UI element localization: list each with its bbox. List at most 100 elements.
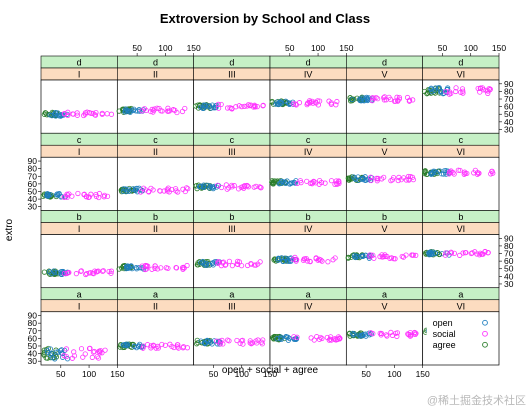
strip-school-label: a — [458, 289, 463, 299]
point-social — [334, 98, 340, 105]
point-open — [280, 258, 287, 264]
point-social — [387, 96, 394, 102]
point-social — [233, 104, 239, 110]
y-tick-label-right: 90 — [504, 233, 514, 243]
point-social — [480, 87, 486, 93]
point-social — [143, 266, 150, 272]
panel-box — [193, 311, 271, 366]
point-social — [216, 105, 222, 111]
point-open — [351, 331, 357, 337]
point-social — [388, 255, 395, 261]
point-social — [99, 110, 105, 116]
point-social — [251, 184, 257, 190]
point-social — [229, 106, 235, 112]
point-social — [175, 189, 181, 195]
point-social — [316, 336, 323, 342]
x-tick-label-top: 50 — [438, 43, 448, 53]
point-social — [448, 250, 455, 256]
point-social — [88, 270, 94, 276]
panel-box — [40, 234, 118, 289]
point-social — [378, 330, 385, 337]
x-tick-label-top: 100 — [311, 43, 325, 53]
x-tick-label-top: 150 — [339, 43, 353, 53]
legend-marker-open — [482, 319, 488, 326]
strip-school-label: c — [153, 135, 158, 145]
point-open — [291, 179, 297, 185]
x-tick-label-bottom: 50 — [56, 369, 66, 379]
point-social — [460, 250, 466, 256]
point-open — [58, 112, 64, 118]
point-open — [47, 191, 53, 198]
point-social — [138, 189, 144, 195]
point-social — [150, 109, 156, 115]
point-social — [161, 188, 167, 194]
watermark-text: @稀土掘金技术社区 — [427, 393, 526, 407]
point-open — [120, 188, 127, 195]
point-social — [396, 96, 402, 102]
point-agree — [41, 352, 47, 358]
point-social — [374, 178, 380, 184]
strip-class-label: VI — [457, 70, 466, 80]
strip-class-label: V — [381, 70, 387, 80]
point-social — [215, 182, 221, 188]
point-open — [359, 332, 366, 339]
point-agree — [44, 355, 51, 361]
point-social — [318, 257, 324, 263]
point-social — [394, 330, 401, 336]
point-open — [277, 99, 284, 105]
point-social — [80, 354, 86, 360]
point-open — [52, 109, 59, 116]
x-tick-label-bottom: 100 — [387, 369, 401, 379]
strip-class-label: II — [153, 70, 158, 80]
y-tick-label-left: 80 — [28, 318, 38, 328]
point-open — [124, 341, 130, 347]
strip-class-label: V — [381, 224, 387, 234]
y-tick-label-right: 40 — [504, 271, 514, 281]
point-open — [358, 253, 365, 259]
point-social — [469, 250, 475, 256]
point-social — [91, 348, 97, 355]
point-agree — [44, 112, 50, 118]
point-social — [108, 268, 115, 274]
point-social — [69, 355, 75, 361]
point-agree — [41, 269, 47, 275]
strip-school-label: c — [230, 135, 235, 145]
y-tick-label-right: 60 — [504, 102, 514, 112]
x-tick-label-top: 150 — [492, 43, 506, 53]
point-social — [159, 341, 165, 348]
point-social — [475, 85, 481, 92]
y-tick-label-left: 30 — [28, 356, 38, 366]
legend-label-open: open — [433, 318, 453, 328]
point-social — [63, 346, 69, 352]
point-open — [429, 89, 435, 95]
point-social — [63, 353, 70, 360]
point-open — [123, 266, 129, 272]
strip-school-label: c — [306, 135, 311, 145]
point-social — [166, 108, 173, 114]
point-social — [155, 345, 161, 351]
point-social — [78, 268, 84, 274]
point-social — [258, 185, 264, 191]
point-social — [396, 94, 402, 101]
strip-class-label: I — [78, 224, 81, 234]
strip-class-label: IV — [304, 147, 313, 157]
point-social — [81, 112, 87, 119]
point-social — [220, 260, 226, 266]
point-agree — [421, 171, 428, 177]
y-tick-label-left: 50 — [28, 341, 38, 351]
point-social — [319, 335, 325, 342]
y-tick-label-right: 30 — [504, 279, 514, 289]
point-open — [53, 192, 60, 198]
point-social — [173, 265, 180, 271]
point-social — [373, 175, 380, 181]
point-agree — [421, 88, 428, 95]
point-social — [478, 251, 485, 257]
point-social — [152, 265, 158, 271]
point-social — [334, 180, 340, 186]
point-social — [488, 171, 494, 177]
point-social — [75, 190, 81, 197]
panel-box — [422, 234, 500, 289]
point-open — [206, 262, 213, 268]
point-social — [383, 332, 389, 338]
point-social — [94, 354, 100, 360]
